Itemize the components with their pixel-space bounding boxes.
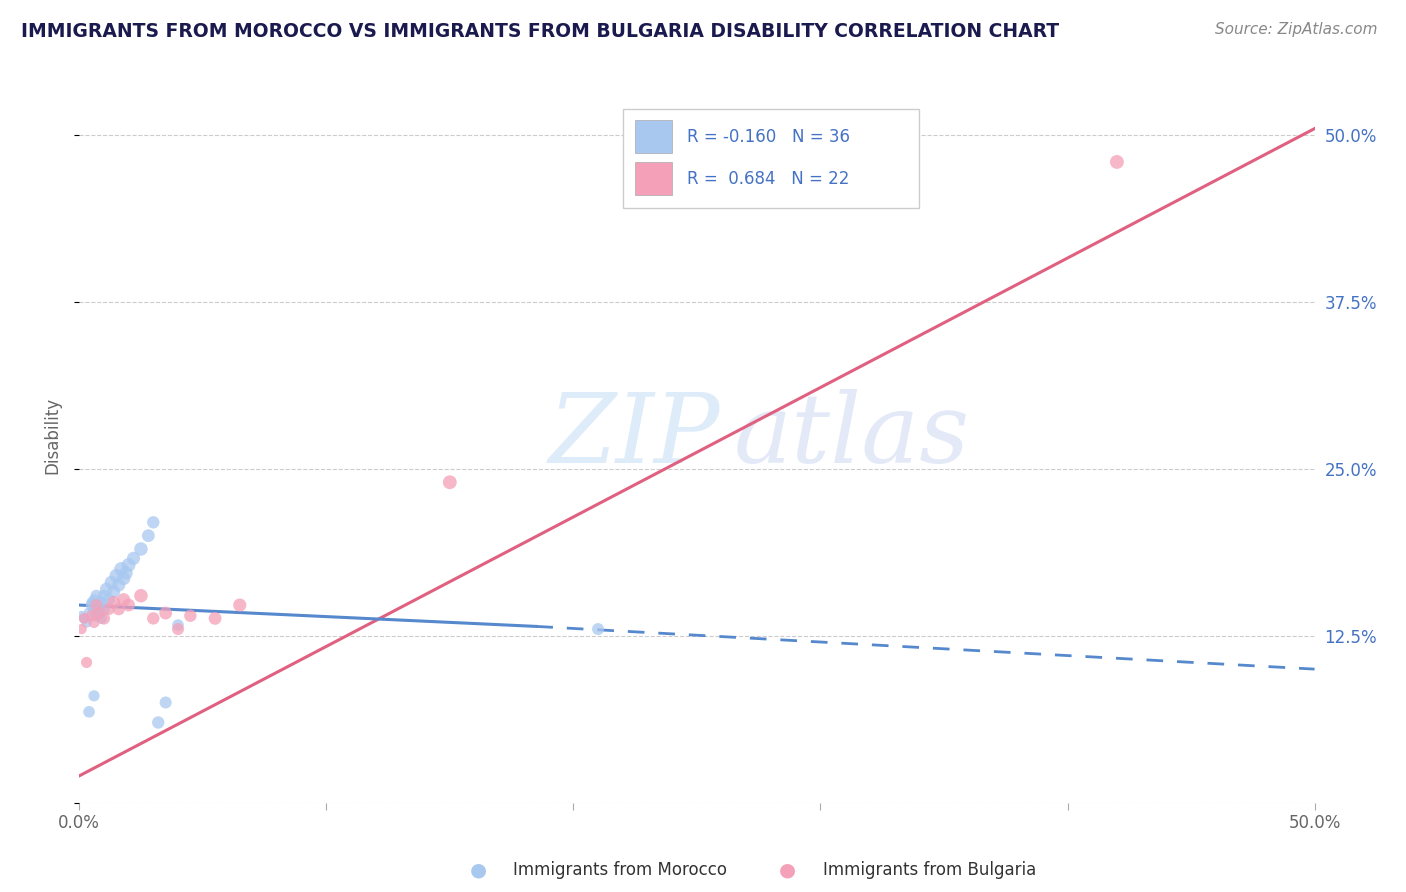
Y-axis label: Disability: Disability: [44, 397, 60, 475]
Point: [129, 541, 152, 556]
Point: [179, 608, 201, 623]
Point: [142, 611, 165, 625]
Point: [117, 598, 139, 612]
Text: Source: ZipAtlas.com: Source: ZipAtlas.com: [1215, 22, 1378, 37]
Point: [122, 551, 145, 566]
Text: ●: ●: [470, 860, 486, 880]
Point: [77, 606, 100, 620]
Point: [90, 595, 112, 609]
Point: [155, 696, 177, 710]
Point: [76, 615, 98, 630]
Point: [97, 592, 120, 607]
Text: atlas: atlas: [734, 389, 970, 483]
Point: [103, 584, 125, 599]
Text: R = -0.160   N = 36: R = -0.160 N = 36: [688, 128, 851, 145]
Point: [70, 608, 93, 623]
Point: [80, 595, 103, 609]
Point: [83, 689, 105, 703]
Point: [80, 608, 103, 623]
Point: [87, 606, 110, 620]
Point: [83, 592, 105, 607]
Point: [80, 598, 103, 612]
Point: [112, 592, 135, 607]
Point: [107, 602, 129, 616]
Point: [83, 602, 105, 616]
Point: [204, 611, 226, 625]
Point: [96, 582, 118, 596]
Point: [105, 568, 128, 582]
Point: [97, 602, 120, 616]
Point: [167, 618, 190, 632]
Point: [93, 589, 115, 603]
Point: [439, 475, 461, 490]
Point: [76, 656, 98, 670]
Point: [93, 611, 115, 625]
Point: [87, 598, 110, 612]
Point: [86, 608, 108, 623]
FancyBboxPatch shape: [623, 109, 920, 208]
Text: IMMIGRANTS FROM MOROCCO VS IMMIGRANTS FROM BULGARIA DISABILITY CORRELATION CHART: IMMIGRANTS FROM MOROCCO VS IMMIGRANTS FR…: [21, 22, 1059, 41]
Point: [142, 516, 165, 530]
Point: [70, 622, 93, 636]
Text: ZIP: ZIP: [548, 389, 720, 483]
Text: ●: ●: [779, 860, 796, 880]
Point: [83, 615, 105, 630]
Point: [87, 605, 110, 619]
Bar: [636, 120, 672, 153]
Point: [103, 595, 125, 609]
Point: [155, 606, 177, 620]
Point: [93, 602, 115, 616]
Text: Immigrants from Bulgaria: Immigrants from Bulgaria: [823, 861, 1036, 879]
Point: [77, 705, 100, 719]
Point: [167, 622, 190, 636]
Point: [229, 598, 252, 612]
Text: Immigrants from Morocco: Immigrants from Morocco: [513, 861, 727, 879]
Point: [90, 611, 112, 625]
Point: [112, 571, 135, 585]
Point: [115, 566, 138, 580]
Point: [586, 622, 609, 636]
Point: [73, 611, 96, 625]
Point: [110, 562, 132, 576]
Point: [86, 598, 108, 612]
Point: [73, 611, 96, 625]
Point: [1105, 155, 1128, 169]
Text: R =  0.684   N = 22: R = 0.684 N = 22: [688, 169, 849, 187]
Point: [100, 575, 122, 590]
Point: [148, 715, 170, 730]
Point: [117, 558, 139, 572]
Point: [107, 578, 129, 592]
Point: [86, 589, 108, 603]
Bar: [636, 162, 672, 195]
Point: [138, 529, 160, 543]
Point: [129, 589, 152, 603]
